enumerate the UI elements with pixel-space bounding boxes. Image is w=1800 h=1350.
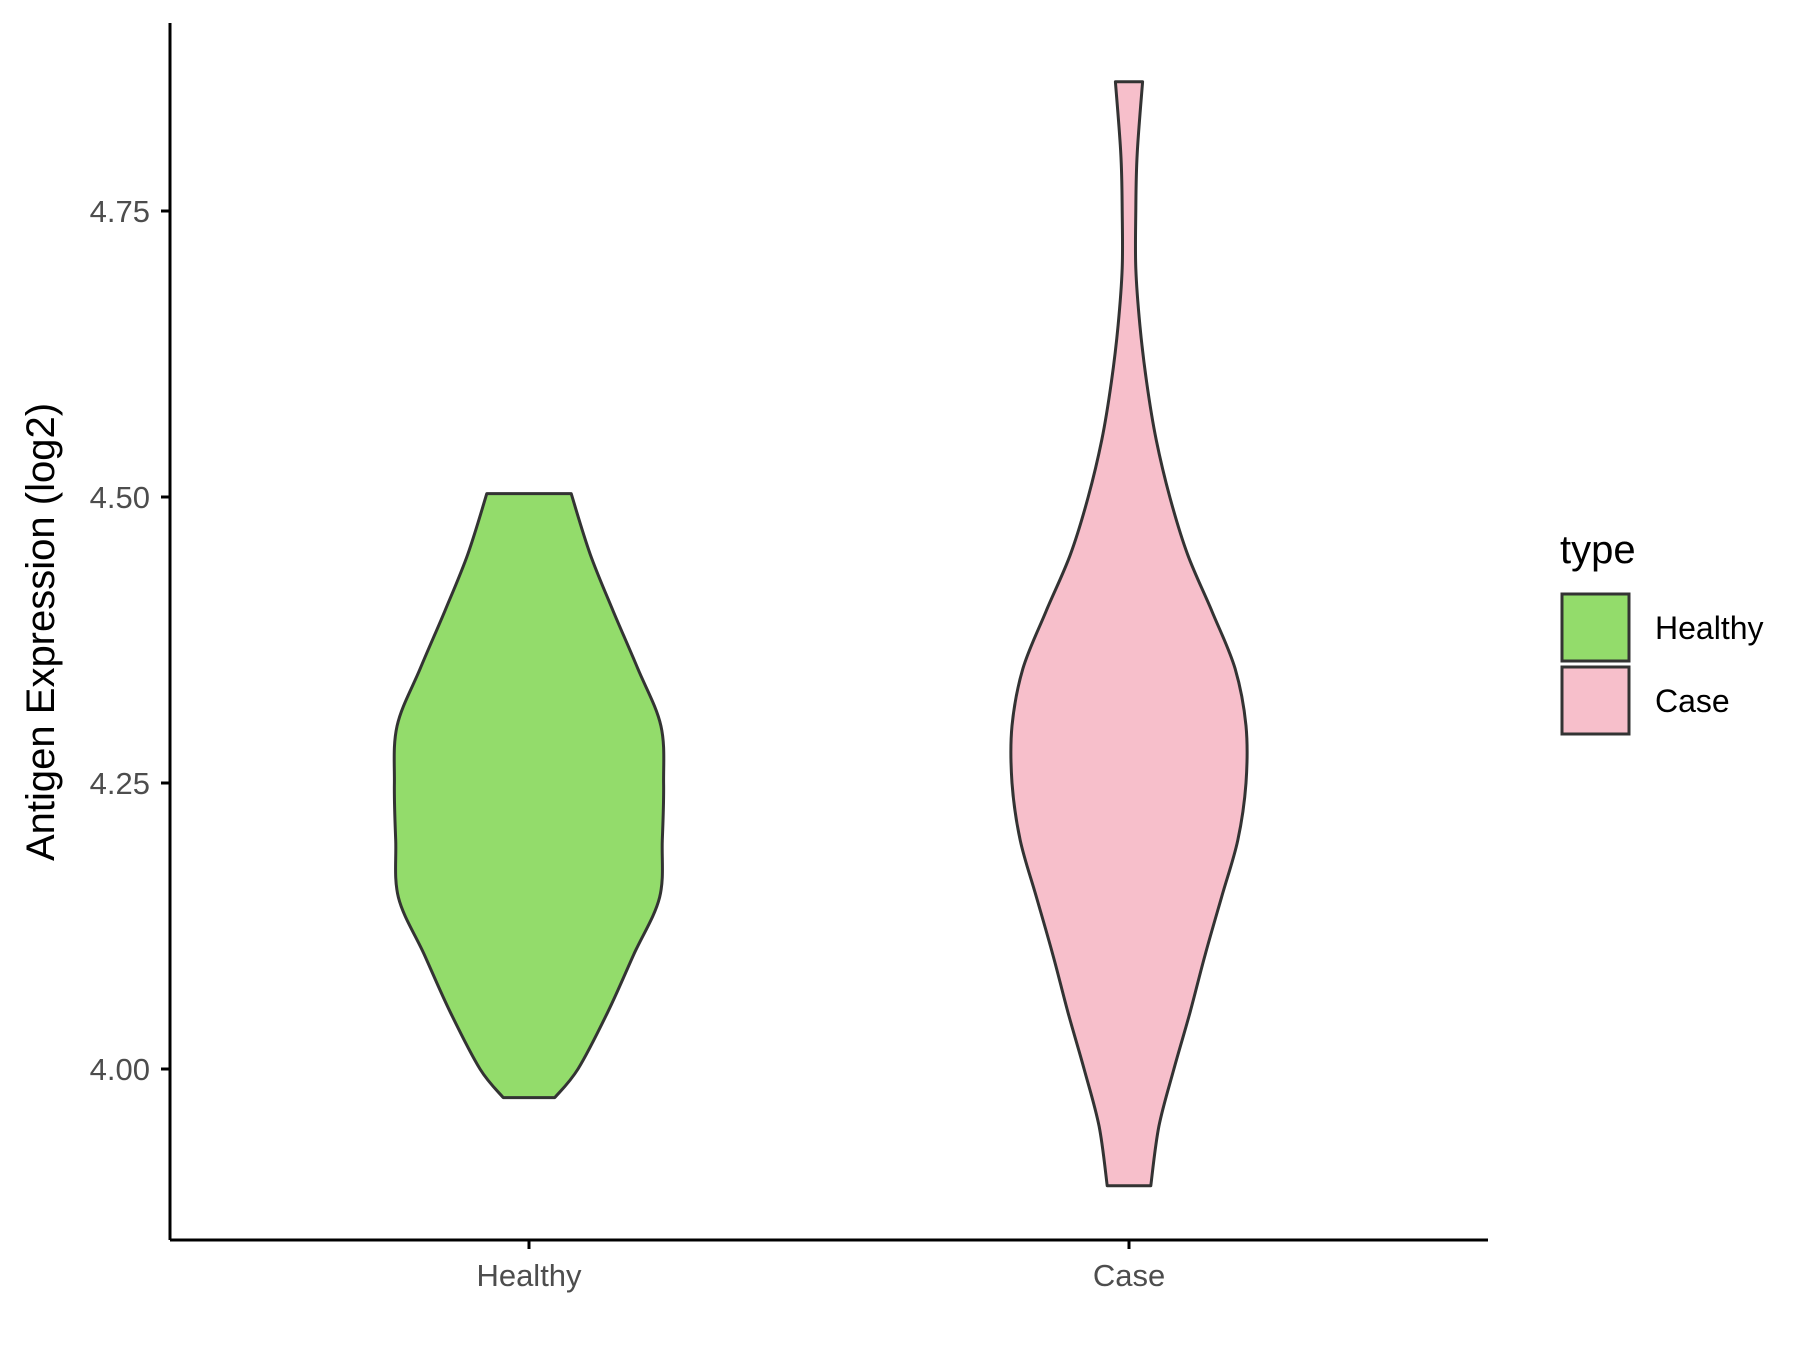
x-ticks: Healthy Case xyxy=(476,1240,1165,1293)
legend-title: type xyxy=(1560,528,1636,572)
y-axis-title: Antigen Expression (log2) xyxy=(19,403,63,861)
y-tick-label: 4.25 xyxy=(90,766,150,801)
y-ticks: 4.00 4.25 4.50 4.75 xyxy=(90,194,170,1087)
legend: type Healthy Case xyxy=(1560,528,1764,736)
y-tick-label: 4.75 xyxy=(90,194,150,229)
legend-label-case: Case xyxy=(1655,683,1730,719)
x-tick-label: Healthy xyxy=(476,1258,582,1293)
legend-label-healthy: Healthy xyxy=(1655,610,1764,646)
axes-layer xyxy=(168,23,1488,1242)
violin-case xyxy=(1009,80,1249,1188)
x-tick-label: Case xyxy=(1093,1258,1165,1293)
violin-healthy xyxy=(392,492,666,1100)
violins-layer xyxy=(392,80,1249,1188)
legend-swatch-healthy xyxy=(1560,592,1631,663)
legend-swatch-case xyxy=(1560,665,1631,736)
y-tick-label: 4.00 xyxy=(90,1052,150,1087)
y-tick-label: 4.50 xyxy=(90,480,150,515)
